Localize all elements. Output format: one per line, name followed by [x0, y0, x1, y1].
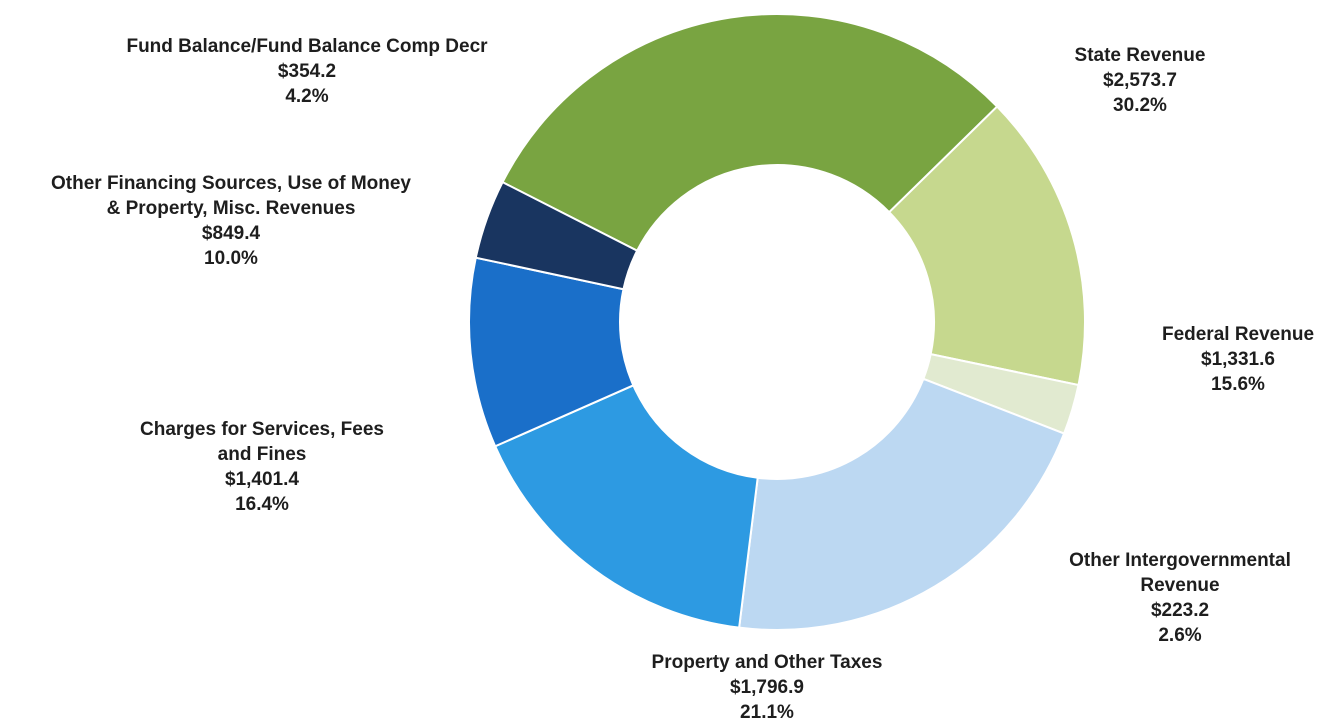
slice-percent-label: 15.6% [1211, 374, 1265, 395]
slice-label: State Revenue $2,573.7 30.2% [1075, 43, 1206, 118]
slice-label-name: Property and Other Taxes [651, 652, 883, 673]
slice-label-name: Federal Revenue [1161, 324, 1315, 345]
slice-value-label: $354.2 [277, 61, 337, 82]
slice-value-label: $2,573.7 [1103, 70, 1177, 91]
donut-slice [501, 13, 999, 253]
slice-label-name: Revenue [1140, 575, 1220, 596]
slice-label: Charges for Services, Fees and Fines $1,40… [140, 417, 384, 517]
donut-slice [474, 180, 639, 291]
donut-slice [887, 105, 1086, 387]
slice-value-label: $1,331.6 [1201, 349, 1275, 370]
slice-label-name: Fund Balance/Fund Balance Comp Decr [126, 36, 488, 57]
slice-label-name: and Fines [217, 444, 307, 465]
slice-label-name: Other Intergovernmental [1069, 550, 1291, 571]
donut-slice [738, 377, 1066, 631]
slice-label: Federal Revenue $1,331.6 15.6% [1162, 322, 1314, 397]
slice-percent-label: 10.0% [204, 248, 258, 269]
donut-slice [493, 384, 759, 629]
slice-label: Other Intergovernmental Revenue $223.2 2.6% [1069, 548, 1291, 648]
slice-label: Property and Other Taxes $1,796.9 21.1% [652, 650, 883, 725]
slice-value-label: $1,401.4 [225, 469, 299, 490]
slice-label-name: & Property, Misc. Revenues [106, 198, 356, 219]
slice-percent-label: 16.4% [235, 494, 289, 515]
slice-label: Fund Balance/Fund Balance Comp Decr $354.… [126, 34, 487, 109]
slice-value-label: $1,796.9 [730, 677, 804, 698]
slice-label-name: Charges for Services, Fees [140, 419, 384, 440]
slice-value-label: $223.2 [1150, 600, 1210, 621]
slice-label-name: Other Financing Sources, Use of Money [50, 173, 412, 194]
slice-label: Other Financing Sources, Use of Money & P… [51, 171, 411, 271]
slice-label-name: State Revenue [1074, 45, 1206, 66]
slice-percent-label: 4.2% [285, 86, 329, 107]
slice-value-label: $849.4 [201, 223, 261, 244]
slice-percent-label: 2.6% [1158, 625, 1202, 646]
slice-percent-label: 21.1% [740, 702, 794, 723]
slice-percent-label: 30.2% [1113, 95, 1167, 116]
